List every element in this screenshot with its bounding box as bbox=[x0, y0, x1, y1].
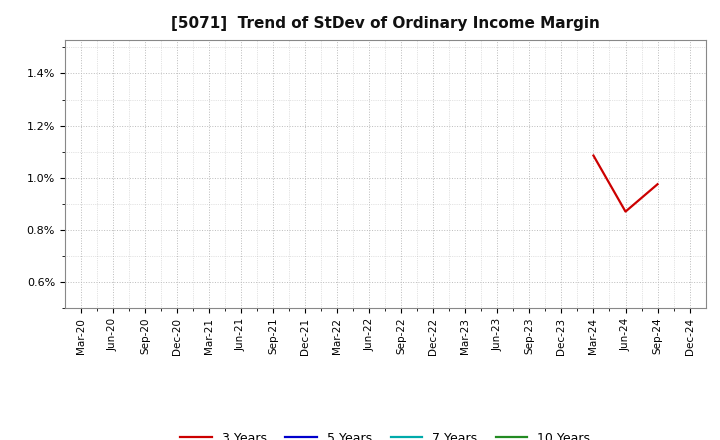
Legend: 3 Years, 5 Years, 7 Years, 10 Years: 3 Years, 5 Years, 7 Years, 10 Years bbox=[176, 427, 595, 440]
Title: [5071]  Trend of StDev of Ordinary Income Margin: [5071] Trend of StDev of Ordinary Income… bbox=[171, 16, 600, 32]
3 Years bbox=[589, 153, 598, 158]
Line: 3 Years: 3 Years bbox=[593, 156, 657, 212]
3 Years bbox=[621, 209, 630, 214]
3 Years bbox=[653, 182, 662, 187]
